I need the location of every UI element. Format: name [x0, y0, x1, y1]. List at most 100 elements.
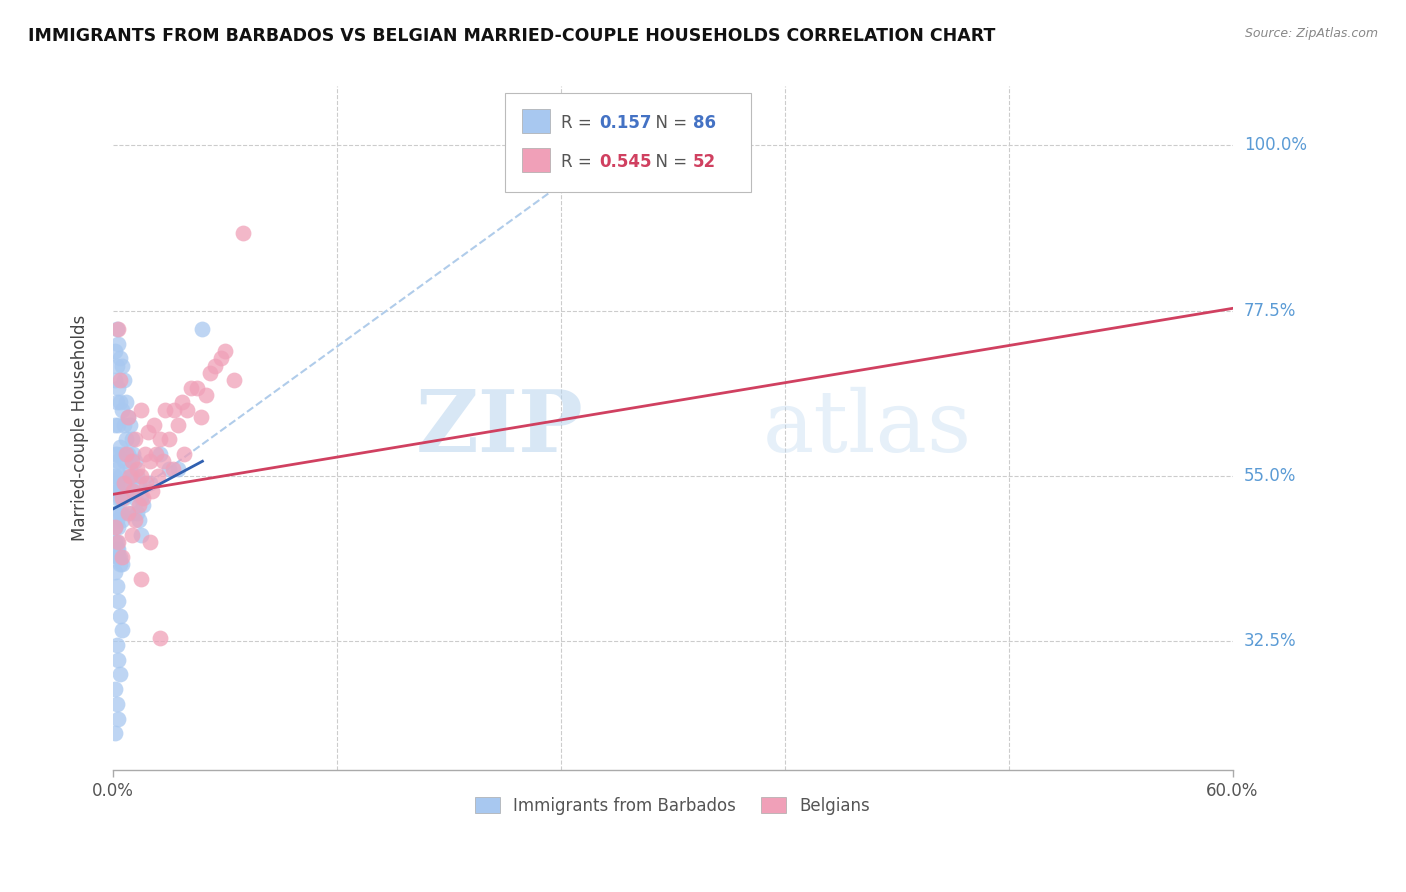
Point — [162, 461, 184, 475]
Point — [170, 395, 193, 409]
Point — [152, 454, 174, 468]
Point — [110, 351, 132, 366]
Point — [121, 432, 143, 446]
Point — [107, 653, 129, 667]
Point — [204, 359, 226, 373]
Point — [129, 572, 152, 586]
Point — [129, 528, 152, 542]
Point — [107, 381, 129, 395]
Text: N =: N = — [645, 153, 692, 170]
Point — [115, 447, 138, 461]
Point — [118, 469, 141, 483]
Point — [110, 549, 132, 564]
Point — [128, 499, 150, 513]
Point — [136, 425, 159, 439]
Point — [157, 432, 180, 446]
Point — [105, 476, 128, 491]
Point — [180, 381, 202, 395]
Point — [129, 469, 152, 483]
Point — [128, 476, 150, 491]
Point — [107, 712, 129, 726]
Point — [148, 447, 170, 461]
Point — [146, 469, 169, 483]
Point — [139, 454, 162, 468]
Point — [139, 535, 162, 549]
Point — [105, 535, 128, 549]
Point — [105, 697, 128, 711]
Point — [121, 506, 143, 520]
Point — [104, 726, 127, 740]
Point — [195, 388, 218, 402]
Point — [104, 535, 127, 549]
Point — [214, 343, 236, 358]
Text: 52: 52 — [693, 153, 716, 170]
Point — [163, 402, 186, 417]
Point — [232, 227, 254, 241]
Point — [134, 447, 156, 461]
Point — [124, 432, 146, 446]
Point — [191, 322, 214, 336]
Point — [121, 454, 143, 468]
Point — [112, 491, 135, 505]
Point — [107, 483, 129, 498]
Point — [104, 417, 127, 432]
Point — [190, 410, 212, 425]
Point — [117, 447, 139, 461]
Point — [105, 447, 128, 461]
Point — [107, 454, 129, 468]
Point — [124, 513, 146, 527]
Point — [111, 447, 134, 461]
Text: 0.157: 0.157 — [599, 113, 651, 132]
Point — [104, 447, 127, 461]
Text: R =: R = — [561, 153, 596, 170]
Point — [111, 549, 134, 564]
Point — [186, 381, 208, 395]
Point — [112, 373, 135, 387]
Point — [110, 395, 132, 409]
Point — [107, 542, 129, 557]
Text: 100.0%: 100.0% — [1244, 136, 1306, 154]
Point — [111, 476, 134, 491]
Point — [135, 476, 157, 491]
Point — [122, 483, 145, 498]
Point — [104, 682, 127, 697]
Point — [105, 579, 128, 593]
Point — [107, 549, 129, 564]
Text: R =: R = — [561, 113, 596, 132]
Point — [118, 417, 141, 432]
Point — [145, 447, 167, 461]
Point — [110, 440, 132, 454]
Point — [107, 483, 129, 498]
Point — [122, 483, 145, 498]
Point — [105, 461, 128, 475]
Point — [153, 402, 176, 417]
Point — [110, 506, 132, 520]
Point — [111, 491, 134, 505]
Point — [139, 476, 162, 491]
Legend: Immigrants from Barbados, Belgians: Immigrants from Barbados, Belgians — [467, 789, 879, 823]
Point — [111, 402, 134, 417]
Point — [157, 461, 180, 475]
Point — [104, 565, 127, 579]
Point — [110, 557, 132, 571]
Point — [112, 476, 135, 491]
Point — [132, 491, 155, 505]
Point — [107, 594, 129, 608]
Point — [112, 417, 135, 432]
Point — [110, 373, 132, 387]
Point — [111, 513, 134, 527]
Point — [129, 491, 152, 505]
Text: ZIP: ZIP — [415, 386, 583, 470]
Text: Source: ZipAtlas.com: Source: ZipAtlas.com — [1244, 27, 1378, 40]
Point — [105, 476, 128, 491]
Point — [176, 402, 198, 417]
Point — [198, 366, 221, 380]
Point — [110, 491, 132, 505]
Point — [111, 359, 134, 373]
Point — [104, 343, 127, 358]
Text: 32.5%: 32.5% — [1244, 632, 1296, 650]
Point — [105, 513, 128, 527]
Bar — [522, 148, 550, 172]
Point — [117, 410, 139, 425]
Point — [107, 549, 129, 564]
